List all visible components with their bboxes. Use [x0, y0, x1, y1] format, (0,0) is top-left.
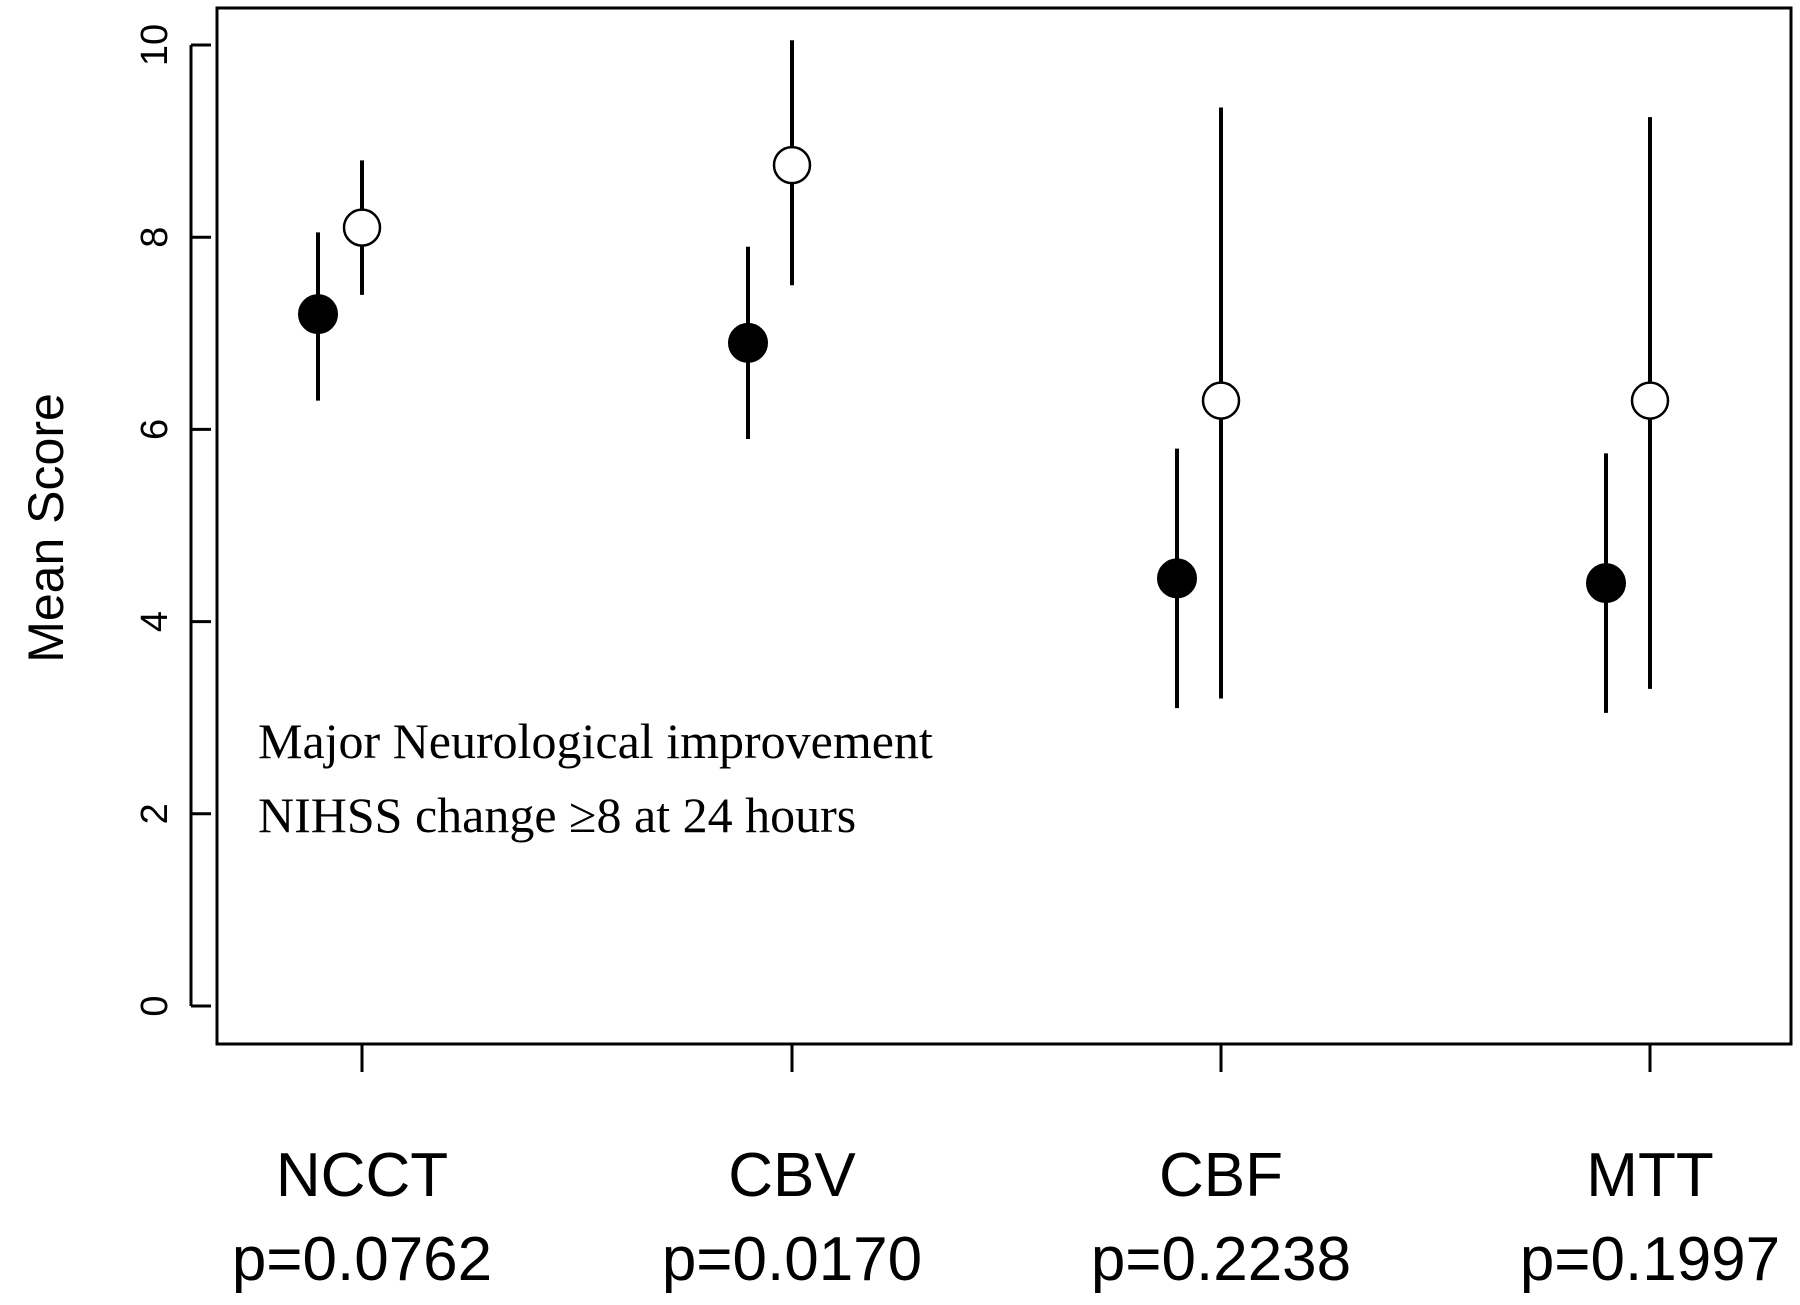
- annotation-line-2: NIHSS change ≥8 at 24 hours: [258, 787, 856, 843]
- y-axis: 0 2 4 6 8 10: [134, 24, 211, 1017]
- y-tick-label: 2: [134, 803, 176, 824]
- annotation-line-1: Major Neurological improvement: [258, 713, 933, 769]
- pvalue-label: p=0.0762: [232, 1225, 492, 1294]
- open-point: [772, 145, 812, 185]
- open-point: [1201, 381, 1241, 420]
- category-label: NCCT: [276, 1141, 448, 1210]
- y-axis-label: Mean Score: [18, 393, 74, 663]
- filled-point: [728, 322, 768, 363]
- y-tick-label: 6: [134, 419, 176, 440]
- y-tick-label: 8: [134, 227, 176, 248]
- filled-point: [298, 294, 338, 335]
- pvalue-label: p=0.2238: [1091, 1225, 1351, 1294]
- y-tick-label: 0: [134, 995, 176, 1016]
- category-label: CBV: [728, 1141, 856, 1210]
- open-point: [1630, 381, 1670, 420]
- filled-point: [1157, 558, 1197, 599]
- y-tick-label: 4: [134, 611, 176, 632]
- y-tick-label: 10: [134, 24, 176, 66]
- filled-point: [1586, 563, 1626, 604]
- open-point: [342, 208, 382, 247]
- category-label: CBF: [1159, 1141, 1283, 1210]
- pvalue-label: p=0.1997: [1520, 1225, 1780, 1294]
- category-label: MTT: [1586, 1141, 1713, 1210]
- pvalue-label: p=0.0170: [662, 1225, 922, 1294]
- data-marks: [298, 40, 1670, 713]
- x-axis: NCCT p=0.0762 CBV p=0.0170 CBF p=0.2238 MTT p=0…: [232, 1044, 1780, 1294]
- plot-frame: [215, 6, 1793, 1046]
